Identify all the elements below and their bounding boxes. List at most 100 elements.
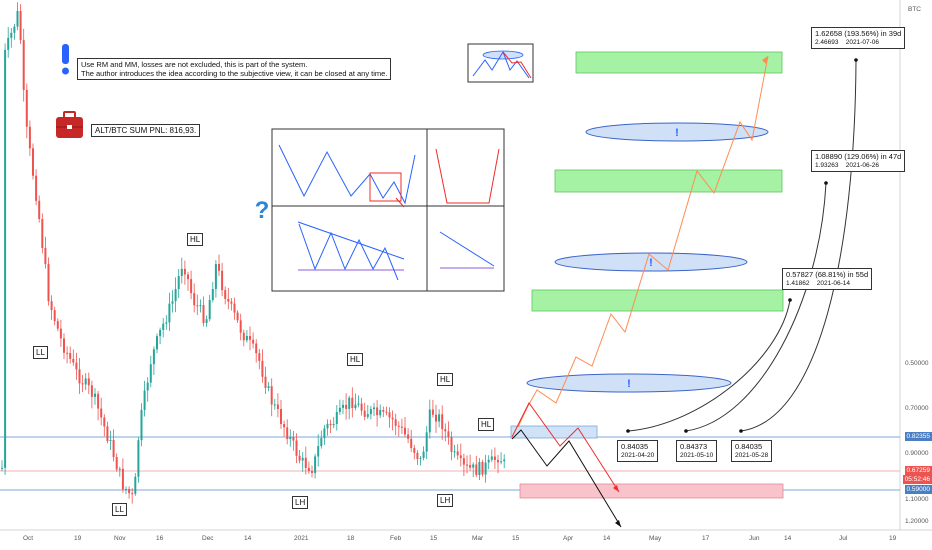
candle-body-83 (258, 353, 261, 361)
candle-body-56 (174, 289, 177, 302)
candle-body-23 (72, 358, 75, 363)
candle-body-31 (97, 393, 100, 409)
target-3-date: 2021-07-06 (845, 39, 879, 46)
exclaim-marker-2: ! (649, 257, 653, 269)
curve-target-1 (627, 299, 791, 432)
bullish-arrow-head (762, 56, 768, 64)
candle-body-153 (475, 464, 478, 476)
candle-body-7 (22, 40, 25, 90)
candle-body-80 (249, 335, 251, 340)
candle-body-149 (462, 458, 465, 465)
candle-body-33 (103, 417, 106, 427)
candle-body-18 (56, 321, 59, 329)
candle-body-122 (379, 409, 382, 416)
candle-body-75 (233, 303, 236, 313)
target-zone-3 (575, 51, 783, 74)
candle-body-14 (44, 247, 47, 265)
candle-body-124 (385, 411, 388, 413)
price-tick-20: 0.50000 (905, 359, 929, 367)
candle-body-48 (149, 364, 152, 383)
candle-body-26 (81, 383, 84, 385)
candle-body-92 (286, 427, 289, 440)
candle-body-107 (332, 424, 335, 426)
curve-target-2 (685, 182, 827, 432)
candle-body-3 (10, 32, 13, 38)
target-2-price: 1.93263 (815, 162, 839, 169)
candle-body-57 (177, 276, 180, 290)
candle-body-16 (50, 301, 53, 311)
candle-body-6 (19, 10, 22, 41)
candle-body-82 (255, 343, 258, 354)
target-3-price: 2.46693 (815, 39, 839, 46)
candle-body-121 (376, 407, 379, 416)
bearish-projection-path (511, 402, 620, 493)
candle-body-108 (335, 411, 338, 425)
label-hl-3: HL (437, 373, 454, 386)
candle-body-86 (267, 386, 270, 388)
candle-body-54 (168, 303, 171, 323)
question-icon: ? (255, 197, 270, 224)
candle-body-125 (388, 412, 391, 418)
time-tick-4: Dec (202, 535, 214, 542)
candle-body-134 (416, 452, 419, 459)
candle-body-53 (165, 322, 168, 324)
entry-dot-1 (626, 429, 630, 433)
candle-body-42 (131, 493, 134, 495)
candle-body-15 (47, 264, 50, 302)
time-tick-15: 17 (702, 535, 710, 542)
target-2-text: 1.08890 (129.06%) in 47d (815, 152, 902, 161)
candle-body-89 (276, 404, 279, 410)
price-tick-16: 1.10000 (905, 495, 929, 503)
candle-body-69 (214, 263, 217, 290)
candle-body-28 (87, 378, 90, 386)
candle-body-115 (357, 403, 360, 405)
candle-body-30 (94, 393, 96, 397)
candle-body-159 (493, 456, 496, 460)
candle-body-160 (497, 459, 499, 463)
candle-body-41 (128, 489, 131, 494)
pnl-note: ALT/BTC SUM PNL: 816,93. (91, 124, 201, 137)
time-tick-8: Feb (390, 535, 402, 542)
entry-price-2: 0.84373 (680, 442, 708, 451)
candle-body-128 (397, 425, 400, 427)
candle-body-74 (230, 301, 233, 304)
candle-body-68 (211, 289, 214, 301)
exclaim-marker-1: ! (627, 378, 631, 390)
label-hl-2: HL (347, 353, 364, 366)
candle-body-65 (202, 305, 205, 324)
candle-body-73 (227, 298, 230, 302)
black-projection-path (511, 429, 622, 528)
entry-box-2: 0.84373 2021-05-10 (676, 440, 718, 462)
candle-body-62 (193, 293, 196, 306)
target-2-date: 2021-06-26 (845, 162, 879, 169)
candle-body-109 (338, 407, 341, 412)
candle-body-88 (273, 404, 276, 406)
candle-body-10 (32, 148, 34, 176)
candle-body-13 (41, 218, 44, 248)
target-dot-2 (824, 181, 828, 185)
candle-body-20 (63, 338, 65, 353)
candle-body-150 (466, 464, 468, 466)
candle-body-11 (35, 175, 38, 201)
time-tick-1: 19 (74, 535, 82, 542)
candle-body-67 (208, 300, 211, 320)
candle-body-17 (53, 310, 56, 322)
candle-body-71 (221, 270, 224, 291)
target-box-2: 1.08890 (129.06%) in 47d 1.93263 2021-06-… (811, 150, 906, 172)
stop-zone (519, 483, 784, 499)
candle-body-162 (503, 459, 506, 462)
candle-body-76 (236, 312, 239, 321)
candle-body-127 (394, 419, 397, 426)
candle-body-94 (292, 436, 295, 441)
candle-body-4 (13, 26, 16, 33)
candle-body-85 (264, 376, 267, 388)
time-tick-9: 15 (430, 535, 438, 542)
entry-price-1: 0.84035 (621, 442, 649, 451)
candle-body-39 (121, 468, 124, 490)
candle-body-32 (100, 408, 103, 418)
candle-body-102 (317, 446, 320, 457)
candle-body-50 (156, 336, 158, 350)
candle-body-140 (435, 414, 437, 422)
candle-body-142 (441, 414, 444, 430)
